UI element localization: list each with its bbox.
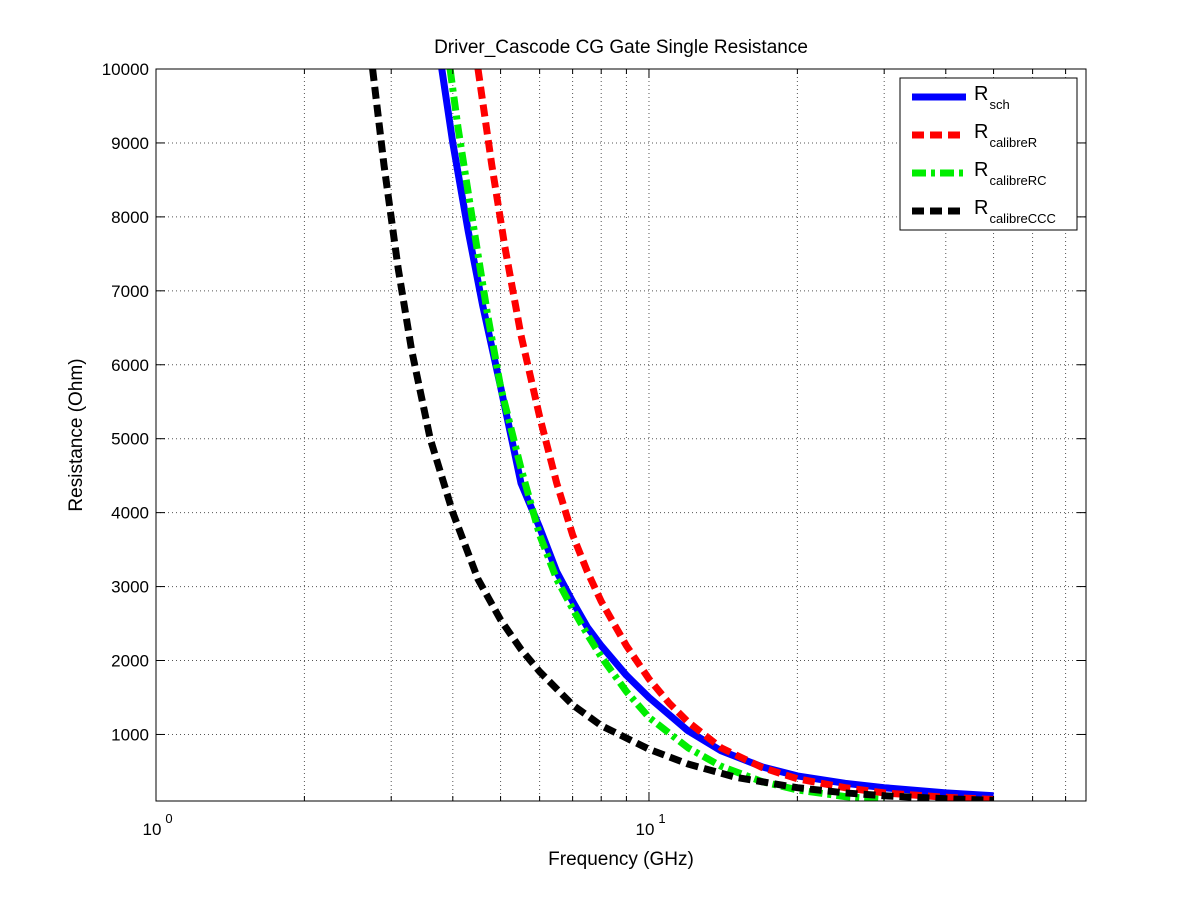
series-line-calibreR bbox=[474, 69, 994, 801]
y-axis-label: Resistance (Ohm) bbox=[66, 358, 87, 511]
y-tick-label: 2000 bbox=[111, 652, 149, 671]
y-tick-label: 6000 bbox=[111, 356, 149, 375]
plot-frame bbox=[155, 68, 1087, 802]
legend-label-main: R bbox=[974, 83, 988, 105]
series-layer bbox=[369, 69, 994, 801]
x-axis-label: Frequency (GHz) bbox=[548, 849, 694, 870]
y-tick-label: 4000 bbox=[111, 504, 149, 523]
legend-label-subscript: calibreRC bbox=[989, 173, 1046, 188]
legend-label-main: R bbox=[974, 197, 988, 219]
legend-label-subscript: calibreR bbox=[989, 135, 1037, 150]
series-line-calibreCCC bbox=[369, 69, 994, 801]
ticks bbox=[156, 68, 1086, 801]
legend-box bbox=[899, 77, 1078, 231]
y-tick-label: 3000 bbox=[111, 578, 149, 597]
x-tick-exponent: 1 bbox=[658, 811, 665, 826]
y-tick-label: 7000 bbox=[111, 282, 149, 301]
y-tick-label: 10000 bbox=[102, 60, 149, 79]
legend-label-calibreR: RcalibreR bbox=[974, 121, 1037, 150]
chart-title: Driver_Cascode CG Gate Single Resistance bbox=[434, 37, 808, 58]
legend-label-calibreRC: RcalibreRC bbox=[974, 159, 1047, 188]
x-tick-label: 10 bbox=[143, 820, 162, 839]
x-tick-label: 10 bbox=[636, 820, 655, 839]
legend-label-calibreCCC: RcalibreCCC bbox=[974, 197, 1056, 226]
y-tick-label: 8000 bbox=[111, 208, 149, 227]
y-tick-label: 9000 bbox=[111, 134, 149, 153]
y-tick-label: 5000 bbox=[111, 430, 149, 449]
legend-label-subscript: sch bbox=[989, 97, 1009, 112]
series-line-sch bbox=[438, 69, 994, 800]
legend-label-sch: Rsch bbox=[974, 83, 1010, 112]
x-tick-exponent: 0 bbox=[165, 811, 172, 826]
legend-label-subscript: calibreCCC bbox=[989, 211, 1055, 226]
legend-label-main: R bbox=[974, 159, 988, 181]
legend-label-main: R bbox=[974, 121, 988, 143]
y-tick-label: 1000 bbox=[111, 725, 149, 744]
tick-labels: 1000 2000 3000 4000 5000 6000 7000 8000 9000 1000… bbox=[102, 60, 666, 839]
